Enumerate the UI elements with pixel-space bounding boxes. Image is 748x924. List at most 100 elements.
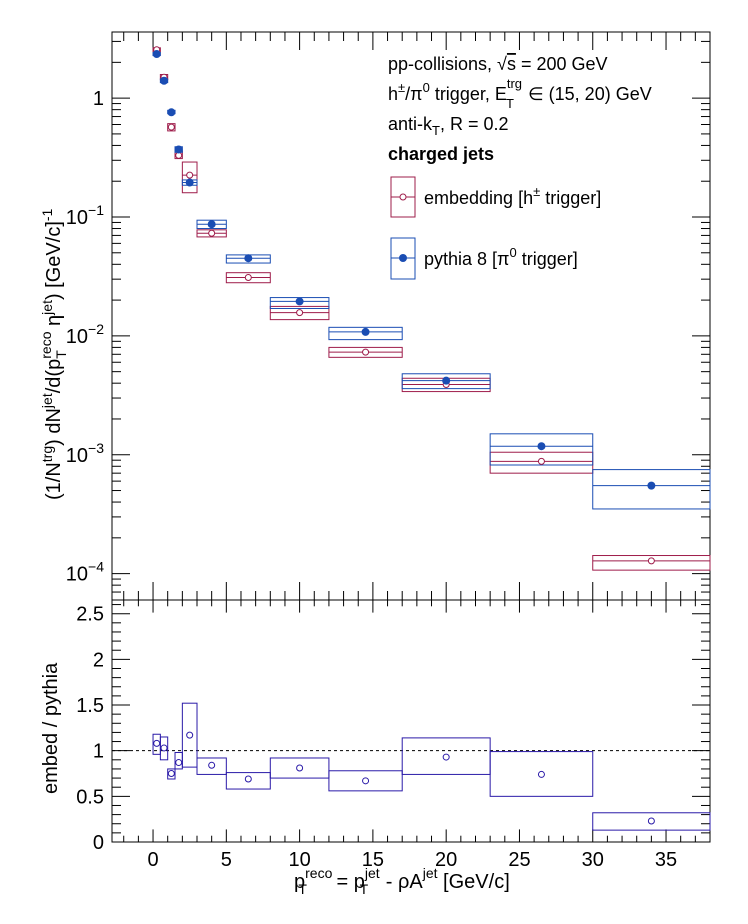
- ylabel-sup3: reco: [38, 331, 54, 358]
- ratio-panel: 0 0.5 1 1.5 2 2.5 0 5 10 15 20 25 30 35 embed / pyth…: [40, 599, 711, 897]
- legend-embed-post: trigger]: [540, 188, 601, 208]
- top-y-axis-title: (1/Ntrg) dNjet/d(pTreco ηjet) [GeV/c]-1: [38, 208, 69, 500]
- ratio-point: [362, 777, 370, 785]
- pythia-point: [152, 50, 161, 59]
- xlabel-post: [GeV/c]: [438, 871, 510, 893]
- tick-base: 10: [66, 564, 88, 586]
- ratio-frame: [111, 599, 711, 843]
- ann2-zero: 0: [423, 80, 430, 95]
- legend-entry-pythia: pythia 8 [π0 trigger]: [390, 237, 578, 280]
- ratio-x-ticks: 0 5 10 15 20 25 30 35: [123, 600, 711, 871]
- pythia-point: [207, 220, 216, 229]
- top-y-tick-label: 10−3: [66, 440, 104, 467]
- ylabel-sup2: jet: [39, 393, 55, 409]
- ylabel-main5: ) [GeV/c]: [43, 221, 65, 300]
- x-tick-label: 0: [147, 849, 158, 871]
- ratio-point: [175, 759, 183, 767]
- x-tick-label: 35: [655, 849, 677, 871]
- x-tick-label: 25: [508, 849, 530, 871]
- xlabel-sup1: reco: [305, 865, 332, 881]
- ratio-sys-box: [181, 702, 198, 768]
- tick-exponent: −3: [88, 440, 104, 456]
- ann2-T: T: [506, 96, 514, 111]
- top-y-tick-label: 10−4: [66, 559, 104, 586]
- ratio-point: [160, 744, 168, 752]
- xlabel-mid: = p: [331, 871, 365, 893]
- xlabel-sup2: jet: [364, 865, 380, 881]
- x-tick-label: 10: [288, 849, 310, 871]
- tick-base: 10: [66, 326, 88, 348]
- ylabel-main4: η: [43, 315, 65, 332]
- ann1-pre: pp-collisions,: [388, 54, 497, 74]
- ylabel-main1: (1/N: [43, 462, 65, 500]
- pythia-point: [295, 297, 304, 306]
- ann2-mid: /π: [405, 84, 422, 104]
- embed-point: [296, 309, 304, 317]
- top-markers: [152, 46, 656, 565]
- ratio-sys-box: [489, 751, 594, 797]
- legend-embed-label: embedding [h± trigger]: [424, 184, 601, 208]
- embed-point: [208, 229, 216, 237]
- annotation-collisions: pp-collisions, √s = 200 GeV: [388, 54, 608, 74]
- tick-base: 10: [66, 445, 88, 467]
- pythia-point: [160, 76, 169, 85]
- pythia-sys-box: [592, 469, 711, 510]
- ratio-point: [442, 753, 450, 761]
- ann2-trg: trg: [507, 76, 522, 91]
- top-y-tick-label: 10−1: [66, 202, 104, 229]
- ratio-markers: [153, 731, 655, 825]
- embed-sys-box: [181, 161, 198, 194]
- pythia-point: [174, 145, 183, 154]
- tick-base: 10: [66, 207, 88, 229]
- ratio-y-tick-label: 2.5: [76, 604, 104, 626]
- ylabel-sup4: jet: [39, 300, 55, 316]
- ratio-y-axis-title: embed / pythia: [40, 662, 62, 794]
- ratio-point: [296, 764, 304, 772]
- annotation-algorithm: anti-kT, R = 0.2: [388, 114, 509, 138]
- pythia-point: [647, 481, 656, 490]
- ann2-post: ∈ (15, 20) GeV: [523, 84, 652, 104]
- x-tick-label: 5: [221, 849, 232, 871]
- ratio-point: [186, 731, 194, 739]
- ratio-point: [647, 817, 655, 825]
- ratio-sys-box: [167, 768, 176, 780]
- legend-entry-embedding: embedding [h± trigger]: [390, 176, 601, 218]
- pythia-point: [185, 178, 194, 187]
- top-y-tick-label: 10−2: [66, 321, 104, 348]
- top-x-ticks: [123, 32, 711, 600]
- legend-embed-sup: ±: [533, 184, 540, 199]
- ann3-T: T: [432, 123, 440, 138]
- annotation-trigger: h±/π0 trigger, Etrg T ∈ (15, 20) GeV: [388, 76, 652, 111]
- ratio-point: [537, 770, 545, 778]
- ann2-pre: h: [388, 84, 398, 104]
- ann1-post: = 200 GeV: [516, 54, 608, 74]
- ratio-sys-box: [225, 772, 271, 790]
- legend-pythia-label: pythia 8 [π0 trigger]: [424, 245, 578, 269]
- pythia-point: [244, 254, 253, 263]
- x-tick-label: 20: [435, 849, 457, 871]
- legend-embed-pre: embedding [h: [424, 188, 533, 208]
- ann3-post: , R = 0.2: [440, 114, 509, 134]
- x-tick-label: 30: [582, 849, 604, 871]
- legend: embedding [h± trigger] pythia 8 [π0 trig…: [390, 176, 601, 280]
- ann1-sqrt: √: [497, 54, 507, 74]
- ratio-y-tick-label: 2: [93, 649, 104, 671]
- ratio-sys-box: [592, 812, 711, 831]
- embed-point: [186, 171, 194, 179]
- embed-point: [167, 123, 175, 131]
- pythia-point: [442, 376, 451, 385]
- pythia-sys-box: [328, 326, 403, 341]
- ratio-y-tick-label: 0: [93, 832, 104, 854]
- top-panel: 10−410−310−210−11 (1/Ntrg) dNjet/d(pTrec…: [38, 31, 711, 601]
- embed-point: [537, 457, 545, 465]
- xlabel-sup3: jet: [422, 865, 438, 881]
- tick-exponent: −2: [88, 321, 104, 337]
- x-tick-label: 15: [362, 849, 384, 871]
- ann3-pre: anti-k: [388, 114, 433, 134]
- annotation-charged-jets: charged jets: [388, 144, 494, 164]
- legend-pythia-pre: pythia 8 [π: [424, 249, 509, 269]
- xlabel-sub1: T: [298, 881, 307, 897]
- pythia-point: [167, 108, 176, 117]
- pythia-point: [361, 327, 370, 336]
